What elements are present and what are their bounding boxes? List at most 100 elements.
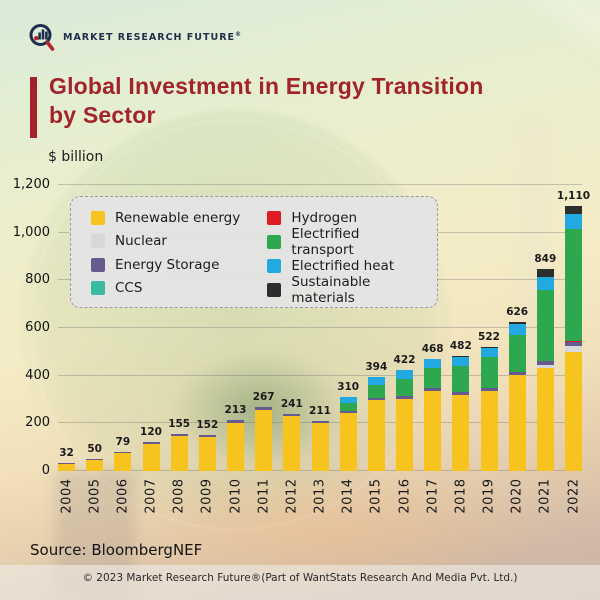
bar-2005-segment-renewable-energy: [86, 459, 104, 471]
chart-title-line2: by Sector: [49, 102, 156, 128]
bar-2020-segment-renewable-energy: [508, 375, 526, 471]
chart-title-line1: Global Investment in Energy Transition: [49, 73, 484, 99]
y-tick-800: 800: [25, 272, 50, 288]
bar-value-2021: 849: [534, 252, 557, 265]
x-label-2022: 2022: [566, 478, 581, 514]
legend-swatch-icon: [91, 257, 105, 272]
bar-2016-segment-energy-storage: [396, 396, 413, 400]
bar-value-2022: 1,110: [556, 190, 591, 203]
legend-label: Nuclear: [115, 233, 167, 250]
x-label-2021: 2021: [537, 478, 553, 514]
bar-2018-segment-renewable-energy: [452, 395, 470, 471]
legend-swatch-icon: [91, 280, 105, 295]
legend-swatch-icon: [91, 234, 105, 249]
legend-label: Hydrogen: [291, 210, 358, 226]
bar-2022-segment-electrified-heat: [565, 214, 582, 230]
legend-item-renewable-energy: Renewable energy: [91, 210, 257, 226]
bar-2019-segment-energy-storage: [480, 388, 498, 392]
x-label-2018: 2018: [453, 478, 469, 514]
x-label-2013: 2013: [312, 478, 328, 514]
x-label-2020: 2020: [509, 478, 525, 514]
bar-2018-segment-electrified-transport: [452, 365, 470, 392]
bar-2005: [86, 459, 104, 471]
x-label-2015: 2015: [368, 478, 384, 514]
bar-2009-segment-renewable-energy: [198, 436, 216, 471]
bar-2022-segment-sustainable-materials: [565, 206, 582, 215]
bar-value-2006: 79: [115, 436, 131, 449]
x-label-2014: 2014: [340, 478, 356, 514]
bar-2022-segment-energy-storage: [565, 341, 582, 347]
x-label-2019: 2019: [481, 478, 497, 514]
bar-2020-segment-sustainable-materials: [508, 321, 526, 325]
legend-swatch-icon: [267, 259, 282, 273]
x-label-2010: 2010: [228, 478, 243, 514]
bar-2004: [58, 463, 75, 471]
y-axis-unit-label: $ billion: [48, 149, 104, 165]
y-tick-1,200: 1,200: [12, 177, 50, 192]
bar-2007-segment-renewable-energy: [142, 444, 160, 471]
gridline-400: [58, 374, 582, 376]
legend-swatch-icon: [267, 235, 282, 249]
bar-2007-segment-energy-storage: [142, 442, 160, 445]
bar-2015-segment-electrified-transport: [367, 384, 385, 399]
bar-2015-segment-renewable-energy: [367, 399, 385, 471]
legend-label: Energy Storage: [115, 256, 220, 273]
bar-2008-segment-renewable-energy: [170, 435, 188, 471]
bar-2013-segment-energy-storage: [311, 420, 329, 424]
bar-2004-segment-renewable-energy: [58, 463, 75, 471]
legend-column-1: Renewable energy Nuclear Energy Storage CCS: [91, 210, 257, 296]
bar-2014-segment-renewable-energy: [339, 413, 357, 471]
bar-2012: [283, 413, 301, 471]
plot-area: 32 50 79 120 155 152 213 267 241 211 310 394 422 468 4…: [58, 184, 590, 471]
bar-2006-segment-energy-storage: [114, 452, 132, 454]
bar-2015: [367, 377, 385, 471]
bar-2007: [142, 442, 160, 471]
title-accent-bar: [30, 77, 37, 138]
bar-2017: [424, 359, 442, 471]
legend-item-hydrogen: Hydrogen: [267, 210, 421, 226]
gridline-1,200: [58, 184, 582, 185]
bar-2015-segment-electrified-heat: [367, 377, 385, 385]
source-caption: Source: BloombergNEF: [30, 541, 203, 559]
bar-2021-segment-electrified-transport: [536, 290, 554, 361]
bar-2019-segment-sustainable-materials: [480, 346, 498, 349]
bar-2014-segment-energy-storage: [339, 411, 357, 414]
legend-item-energy-storage: Energy Storage: [91, 257, 257, 273]
legend-item-nuclear: Nuclear: [91, 233, 257, 249]
legend-item-electrified-transport: Electrified transport: [267, 226, 421, 258]
bar-2018-segment-sustainable-materials: [452, 356, 470, 358]
bar-2009-segment-energy-storage: [198, 434, 216, 437]
bar-value-2016: 422: [393, 354, 416, 367]
legend-label: CCS: [115, 279, 143, 296]
bar-2016: [396, 370, 413, 471]
x-label-2011: 2011: [256, 478, 272, 514]
bar-2013: [311, 420, 329, 471]
bar-2008-segment-energy-storage: [170, 434, 188, 436]
legend-swatch-icon: [91, 211, 105, 225]
bar-2008: [170, 434, 188, 471]
x-label-2004: 2004: [59, 478, 74, 514]
bar-2014: [339, 397, 357, 471]
bar-2021-segment-electrified-heat: [536, 276, 554, 291]
bar-2011-segment-energy-storage: [255, 407, 273, 411]
bar-2021: [536, 268, 554, 471]
bar-2013-segment-renewable-energy: [311, 423, 329, 471]
bar-2021-segment-energy-storage: [536, 360, 554, 365]
bar-2017-segment-renewable-energy: [424, 391, 442, 471]
bar-2009: [198, 434, 216, 471]
legend-label: Sustainable materials: [291, 274, 371, 306]
copyright-text: © 2023 Market Research Future®(Part of W…: [82, 572, 518, 584]
bar-2006: [114, 452, 132, 471]
bar-value-2013: 211: [309, 404, 331, 417]
bar-2017-segment-electrified-transport: [424, 368, 442, 389]
x-label-2005: 2005: [87, 478, 103, 514]
bar-2016-segment-electrified-heat: [396, 370, 413, 380]
bar-2012-segment-renewable-energy: [283, 416, 301, 471]
x-label-2008: 2008: [171, 478, 187, 514]
bar-2014-segment-electrified-heat: [339, 397, 357, 403]
registered-mark: ®: [235, 30, 242, 38]
bar-2019-segment-electrified-transport: [480, 357, 498, 389]
bar-2021-segment-nuclear: [536, 364, 554, 368]
x-label-2012: 2012: [284, 478, 300, 514]
